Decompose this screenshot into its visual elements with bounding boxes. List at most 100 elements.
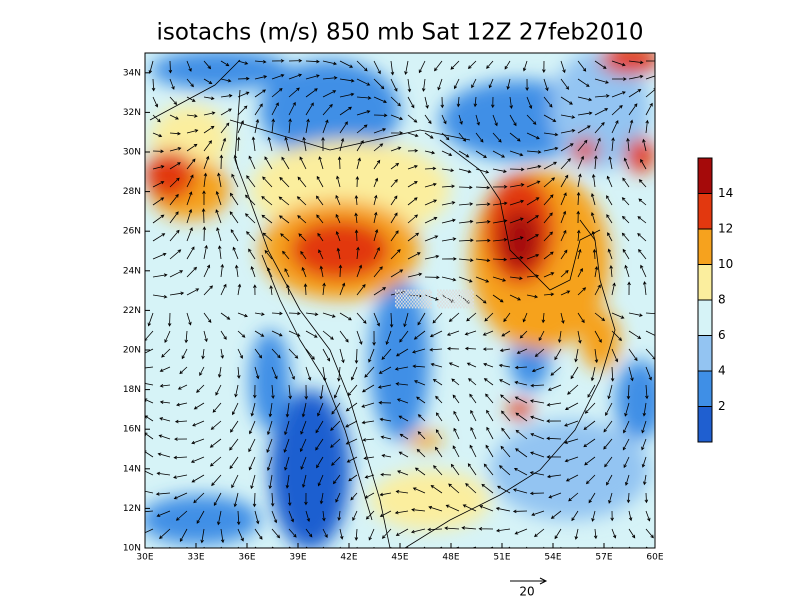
wind-arrow (156, 510, 171, 517)
wind-arrow (492, 294, 504, 303)
wind-arrow (284, 456, 290, 471)
wind-arrow (577, 155, 584, 170)
wind-arrow (441, 257, 457, 261)
wind-arrow (413, 380, 426, 386)
wind-arrow (186, 60, 192, 72)
wind-arrow (543, 132, 559, 137)
wind-arrow (514, 380, 528, 386)
wind-arrow (554, 528, 562, 540)
wind-arrow (560, 290, 571, 296)
wind-arrow (462, 504, 477, 512)
wind-arrow (626, 384, 631, 400)
wind-arrow (399, 433, 409, 440)
wind-arrow (490, 96, 495, 109)
wind-arrow (645, 510, 651, 522)
wind-arrow (339, 121, 348, 134)
wind-arrow (577, 248, 582, 260)
wind-arrow (264, 249, 273, 260)
wind-arrow (509, 96, 513, 109)
wind-arrow (560, 269, 569, 278)
lon-tick-label: 54E (544, 553, 561, 563)
wind-arrow (570, 366, 579, 380)
isotach-fill (145, 53, 655, 548)
wind-arrow (231, 173, 239, 188)
wind-arrow (623, 456, 630, 469)
wind-arrow (475, 185, 491, 190)
wind-arrow (526, 253, 540, 260)
wind-arrow (362, 438, 375, 442)
wind-arrow (210, 420, 222, 430)
wind-arrow (378, 366, 392, 374)
wind-arrow (414, 467, 426, 476)
wind-arrow (424, 216, 438, 224)
wind-arrow (492, 201, 508, 206)
wind-arrow (271, 510, 278, 524)
wind-arrow (623, 420, 630, 434)
wind-arrow (606, 214, 613, 224)
wind-arrow (268, 474, 273, 490)
wind-arrow (628, 510, 633, 522)
wind-arrow (230, 420, 239, 433)
wind-arrow (628, 366, 634, 382)
wind-arrow (452, 445, 460, 458)
wind-arrow (514, 396, 528, 404)
wind-arrow (560, 114, 576, 119)
wind-arrow (339, 312, 352, 321)
wind-arrow (389, 312, 394, 328)
wind-arrow (173, 492, 188, 500)
wind-arrow (356, 312, 367, 324)
wind-arrow (390, 60, 395, 76)
wind-arrow (577, 96, 593, 102)
wind-arrow (251, 136, 256, 152)
lat-tick-label: 16N (123, 425, 141, 435)
wind-arrow (345, 402, 358, 412)
wind-arrow (441, 237, 457, 242)
wind-arrow (495, 506, 511, 512)
wind-arrow (361, 384, 375, 393)
wind-arrow (155, 492, 171, 496)
wind-arrow (546, 402, 562, 407)
wind-arrow (250, 474, 256, 490)
wind-arrow (368, 348, 375, 363)
wind-arrow (412, 487, 426, 494)
wind-arrow (196, 384, 205, 393)
wind-arrow (356, 157, 361, 170)
wind-arrow (541, 312, 546, 324)
wind-arrow (152, 165, 165, 170)
wind-arrow (373, 312, 380, 327)
wind-arrow (145, 490, 154, 494)
wind-arrow (453, 410, 460, 422)
wind-arrow (211, 474, 222, 487)
wind-arrow (530, 383, 545, 388)
wind-arrow (432, 312, 443, 324)
wind-arrow (192, 420, 205, 427)
wind-arrow (213, 492, 222, 507)
wind-arrow (159, 400, 171, 404)
wind-arrow (373, 247, 380, 260)
wind-arrow (424, 199, 438, 206)
wind-arrow (637, 232, 647, 242)
wind-arrow (534, 528, 545, 538)
wind-arrow (254, 528, 263, 540)
wind-arrow (152, 181, 165, 188)
wind-arrow (500, 394, 511, 404)
wind-arrow (169, 147, 182, 152)
wind-arrow (514, 528, 528, 535)
colorbar-box (698, 193, 712, 229)
wind-arrow (266, 438, 273, 453)
wind-arrow (627, 281, 631, 296)
wind-arrow (152, 197, 165, 206)
wind-arrow (152, 273, 168, 278)
wind-arrow (568, 492, 579, 502)
wind-arrow (560, 96, 573, 105)
wind-arrow (220, 348, 225, 359)
wind-arrow (356, 140, 364, 152)
wind-arrow (179, 366, 188, 375)
wind-arrow (361, 420, 375, 425)
wind-arrow (591, 173, 596, 188)
wind-arrow (446, 330, 460, 336)
wind-arrow (641, 456, 647, 468)
wind-arrow (169, 193, 179, 206)
wind-arrow (482, 347, 494, 351)
wind-arrow (288, 118, 292, 134)
